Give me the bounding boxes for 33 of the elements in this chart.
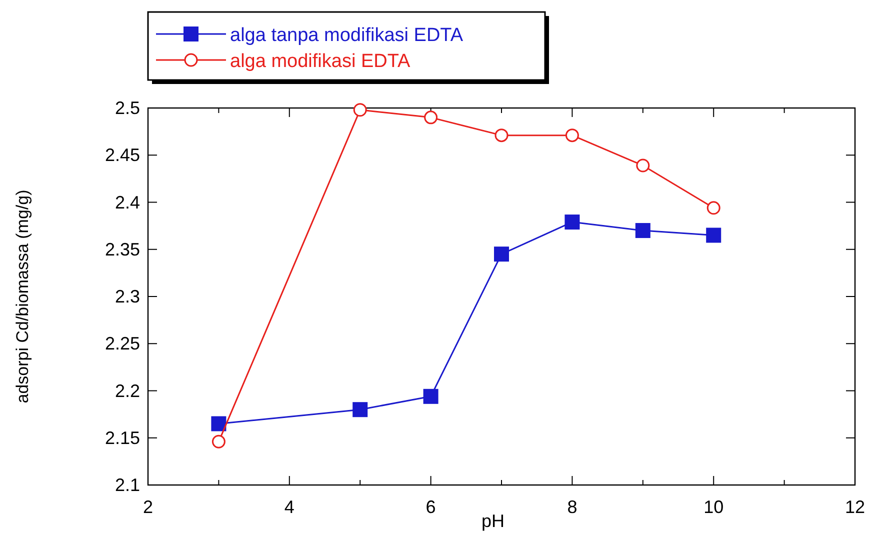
x-tick-label: 2 — [142, 497, 154, 517]
point — [635, 223, 650, 238]
x-tick-label: 10 — [704, 497, 724, 517]
y-axis-title: adsorpi Cd/biomassa (mg/g) — [13, 190, 32, 404]
y-tick-label: 2.4 — [114, 192, 140, 212]
y-tick-label: 2.5 — [114, 98, 140, 118]
x-axis-title: pH — [481, 511, 505, 531]
point — [494, 128, 508, 142]
x-tick-label: 8 — [567, 497, 578, 517]
point — [211, 416, 226, 432]
point — [706, 201, 720, 215]
x-tick-label: 6 — [426, 497, 436, 517]
y-tick-label: 2.1 — [114, 475, 140, 495]
y-tick-label: 2.3 — [114, 286, 140, 306]
legend-label: alga modifikasi EDTA — [230, 51, 411, 72]
x-tick-label: 4 — [284, 497, 294, 517]
point — [564, 214, 580, 230]
point — [212, 434, 226, 448]
y-tick-label: 2.15 — [104, 428, 140, 448]
point — [353, 103, 367, 117]
point — [352, 402, 368, 418]
point — [494, 246, 509, 262]
point — [636, 158, 650, 172]
legend-label: alga tanpa modifikasi EDTA — [230, 25, 464, 46]
y-tick-label: 2.25 — [104, 334, 140, 354]
y-tick-label: 2.35 — [104, 239, 140, 260]
x-tick-label: 12 — [844, 497, 866, 517]
point — [423, 388, 438, 404]
point — [706, 228, 722, 243]
point — [424, 110, 438, 124]
point — [565, 128, 579, 142]
y-tick-label: 2.2 — [114, 380, 140, 401]
y-tick-label: 2.45 — [104, 145, 140, 166]
